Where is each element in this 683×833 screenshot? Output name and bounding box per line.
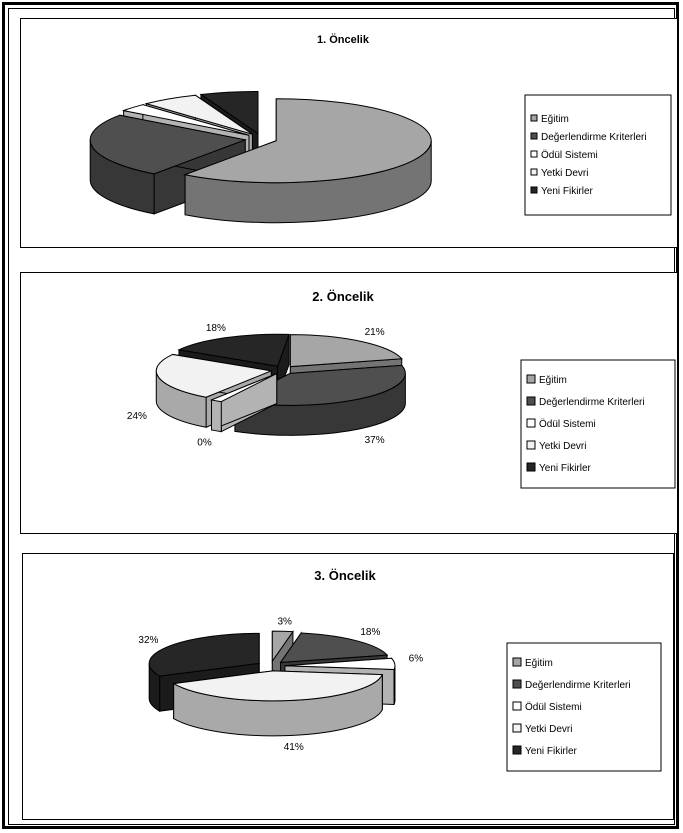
legend-entry: Ödül Sistemi [525, 701, 582, 713]
data-label: 18% [206, 323, 226, 334]
legend: Eğitim Değerlendirme Kriterleri Ödül Siste… [524, 94, 672, 216]
data-label: 24% [127, 411, 147, 422]
legend-box [520, 359, 676, 489]
legend-box [506, 642, 662, 772]
legend-entry: Yetki Devri [539, 441, 586, 452]
chart-panel-3: 3. Öncelik 3% 18% 6% 41% 32% Eğitim Değerlendir… [22, 553, 674, 820]
pie-chart-3: 3. Öncelik 3% 18% 6% 41% 32% Eğitim Değerlendir… [138, 568, 662, 772]
legend-entry: Ödül Sistemi [539, 418, 596, 430]
legend-entry: Ödül Sistemi [541, 149, 598, 161]
legend-swatch [530, 114, 538, 122]
legend-swatch [512, 745, 522, 755]
legend-swatch [530, 132, 538, 140]
legend-swatch [530, 168, 538, 176]
data-label: 3% [277, 617, 292, 628]
legend-swatch [526, 440, 536, 450]
legend-entry: Değerlendirme Kriterleri [539, 397, 645, 408]
legend-swatch [526, 396, 536, 406]
legend-swatch [512, 701, 522, 711]
legend-entry: Yeni Fikirler [541, 186, 594, 197]
pie-chart-1: 1. Öncelik Eğitim Değerlendirme Kriterleri… [89, 33, 672, 224]
legend-entry: Eğitim [525, 658, 553, 669]
pie-slices [155, 333, 406, 436]
legend-entry: Değerlendirme Kriterleri [525, 680, 631, 691]
data-label: 41% [284, 742, 304, 753]
data-label: 37% [365, 435, 385, 446]
legend: Eğitim Değerlendirme Kriterleri Ödül Siste… [506, 642, 662, 772]
legend-swatch [530, 150, 538, 158]
pie-slices [148, 630, 396, 737]
legend-entry: Yeni Fikirler [539, 463, 592, 474]
legend-swatch [526, 374, 536, 384]
data-label: 21% [365, 327, 385, 338]
chart-panel-2: 2. Öncelik 21% 37% 0% 24% 18% Eğitim Değerlendi… [20, 272, 678, 534]
legend-swatch [526, 418, 536, 428]
chart-title: 2. Öncelik [312, 289, 374, 304]
legend-box [524, 94, 672, 216]
legend-swatch [526, 462, 536, 472]
legend: Eğitim Değerlendirme Kriterleri Ödül Siste… [520, 359, 676, 489]
legend-entry: Eğitim [539, 375, 567, 386]
pie-chart-2: 2. Öncelik 21% 37% 0% 24% 18% Eğitim Değerlendi… [127, 289, 676, 489]
chart-panel-1: 1. Öncelik Eğitim Değerlendirme Kriterleri… [20, 18, 678, 248]
chart-title: 1. Öncelik [317, 33, 370, 46]
chart-title: 3. Öncelik [314, 568, 376, 583]
data-label: 32% [138, 635, 158, 646]
legend-swatch [512, 679, 522, 689]
pie-slices [89, 90, 432, 224]
data-label: 6% [409, 654, 424, 665]
data-label: 0% [197, 437, 212, 448]
legend-entry: Değerlendirme Kriterleri [541, 132, 647, 143]
legend-entry: Eğitim [541, 114, 569, 125]
legend-entry: Yetki Devri [525, 724, 572, 735]
legend-entry: Yeni Fikirler [525, 746, 578, 757]
pie-slice [183, 98, 432, 224]
legend-swatch [512, 657, 522, 667]
legend-swatch [530, 186, 538, 194]
legend-entry: Yetki Devri [541, 168, 588, 179]
legend-swatch [512, 723, 522, 733]
data-label: 18% [360, 627, 380, 638]
pie-slice [172, 670, 384, 737]
pie-slice [209, 372, 278, 433]
